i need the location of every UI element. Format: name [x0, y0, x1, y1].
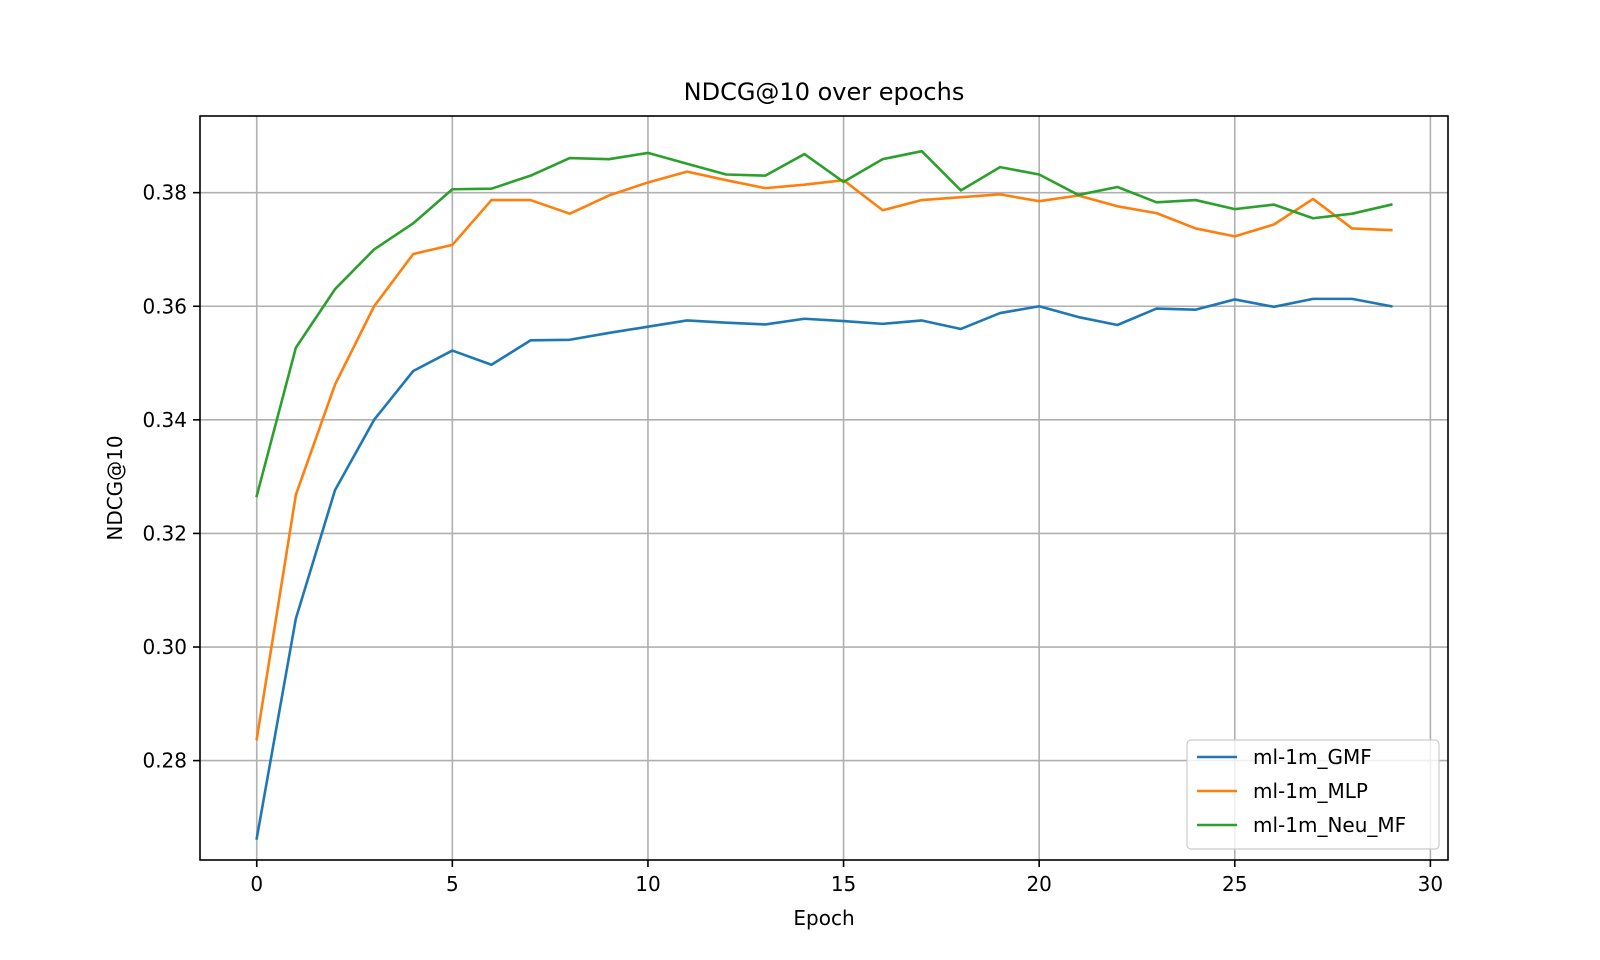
- x-tick-label: 25: [1222, 872, 1247, 896]
- grid: [200, 116, 1448, 860]
- y-tick-label: 0.32: [142, 521, 187, 545]
- y-tick-label: 0.28: [142, 749, 187, 773]
- x-tick-label: 30: [1418, 872, 1443, 896]
- x-axis-label: Epoch: [793, 906, 854, 930]
- legend-label: ml-1m_GMF: [1253, 745, 1372, 769]
- y-tick-label: 0.36: [142, 294, 187, 318]
- y-tick-label: 0.34: [142, 408, 187, 432]
- legend-label: ml-1m_MLP: [1253, 779, 1368, 803]
- legend-box: [1186, 739, 1440, 850]
- series-line-ml-1m-mlp: [255, 170, 1393, 741]
- y-tick-label: 0.38: [142, 181, 187, 205]
- series-line-ml-1m-neu-mf: [255, 149, 1393, 498]
- series-lines: [255, 149, 1393, 840]
- x-tick-label: 15: [831, 872, 856, 896]
- chart-title: NDCG@10 over epochs: [684, 78, 965, 106]
- y-axis-label: NDCG@10: [103, 435, 127, 540]
- y-tick-label: 0.30: [142, 635, 187, 659]
- x-tick-label: 0: [250, 872, 263, 896]
- series-line-ml-1m-gmf: [255, 297, 1393, 840]
- x-tick-label: 10: [635, 872, 660, 896]
- legend-items: ml-1m_GMF ml-1m_MLP ml-1m_Neu_MF: [1197, 745, 1406, 837]
- x-tick-label: 5: [446, 872, 459, 896]
- x-axis-ticks: 0 5 10 15 20 25 30: [250, 860, 1443, 896]
- legend-label: ml-1m_Neu_MF: [1253, 813, 1406, 837]
- x-tick-label: 20: [1026, 872, 1051, 896]
- y-axis-ticks: 0.28 0.30 0.32 0.34 0.36 0.38: [142, 181, 200, 773]
- legend: ml-1m_GMF ml-1m_MLP ml-1m_Neu_MF: [1186, 739, 1440, 850]
- plot-frame: [199, 115, 1449, 861]
